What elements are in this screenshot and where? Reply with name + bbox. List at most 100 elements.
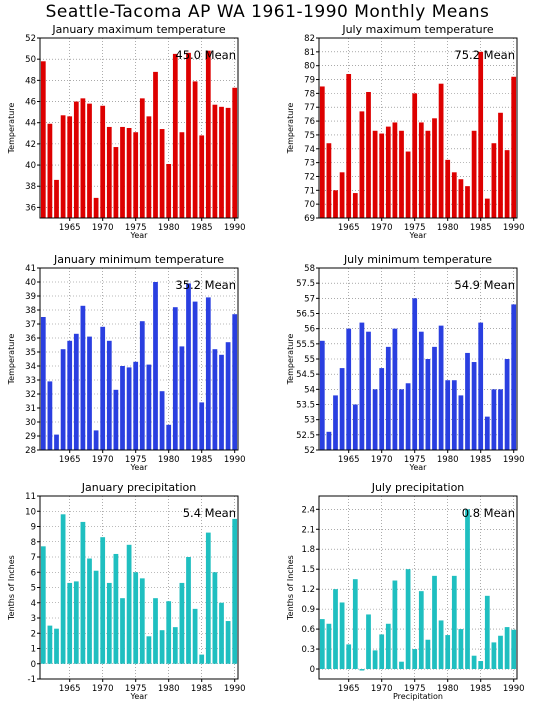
chart-4-bar-1964: [339, 368, 345, 450]
chart-1-bar-1964: [60, 115, 66, 218]
chart-3-bar-1966: [73, 333, 79, 450]
chart-2-bar-1964: [339, 172, 345, 218]
chart-1-x-tick-label: 1980: [158, 223, 180, 233]
chart-2-y-tick-label: 71: [304, 186, 315, 196]
chart-2-y-tick-label: 77: [304, 103, 315, 113]
chart-4-bar-1981: [451, 380, 457, 450]
chart-4-bar-1983: [465, 352, 470, 450]
chart-1-bar-1976: [139, 98, 145, 218]
chart-1-bar-1967: [80, 98, 86, 218]
chart-1-bar-1971: [106, 126, 112, 218]
chart-3-bar-1984: [192, 301, 198, 450]
chart-6-bar-1967: [359, 669, 365, 671]
chart-5-x-tick-label: 1985: [191, 684, 213, 694]
chart-5-bar-1964: [60, 514, 66, 664]
chart-3-bar-1961: [40, 317, 46, 450]
chart-2-bar-1984: [471, 130, 477, 218]
chart-1-y-tick-label: 46: [25, 98, 36, 108]
chart-5-bar-1981: [172, 627, 178, 664]
chart-2-bar-1971: [385, 126, 391, 218]
chart-6-y-tick-label: 0.6: [301, 625, 315, 635]
chart-6-y-tick-label: 1.2: [301, 585, 315, 595]
chart-3-bar-1988: [219, 354, 224, 450]
chart-1-x-tick-label: 1990: [224, 223, 246, 233]
chart-1-bar-1970: [100, 105, 106, 218]
chart-2-bar-1962: [326, 143, 332, 218]
chart-2-y-tick-label: 72: [304, 172, 315, 182]
chart-6-x-axis-label: Precipitation: [393, 692, 443, 701]
chart-2-bar-1974: [405, 151, 411, 218]
chart-3-bar-1981: [172, 307, 178, 450]
chart-2-bar-1961: [319, 86, 325, 218]
chart-1-y-tick-label: 38: [25, 182, 36, 192]
chart-6-x-tick-label: 1965: [338, 684, 360, 694]
chart-4-bar-1972: [392, 328, 398, 450]
chart-6-bar-1965: [346, 644, 352, 670]
chart-5-bar-1974: [126, 544, 132, 664]
chart-4-bar-1984: [471, 362, 477, 450]
chart-4-bar-1968: [366, 331, 371, 450]
chart-3-bar-1986: [205, 297, 211, 450]
chart-4-bar-1975: [412, 298, 418, 450]
chart-1-bar-1973: [120, 126, 125, 218]
chart-5-bar-1967: [80, 521, 86, 664]
chart-2-bar-1990: [511, 76, 517, 219]
chart-6-bar-1977: [425, 639, 431, 670]
chart-3-bar-1976: [139, 321, 145, 450]
chart-2-bar-1972: [392, 122, 398, 218]
chart-2-mean-annotation: 75.2 Mean: [454, 48, 515, 62]
chart-3-x-axis-label: Year: [130, 463, 149, 472]
chart-3-bar-1977: [146, 364, 152, 450]
chart-6-bar-1985: [478, 661, 484, 670]
chart-5-title: January precipitation: [81, 481, 197, 494]
chart-3-bar-1979: [159, 391, 165, 450]
chart-1-y-tick-label: 44: [25, 119, 36, 129]
chart-4-y-tick-label: 54: [304, 385, 315, 395]
chart-4-y-tick-label: 53: [304, 416, 315, 426]
chart-6-bar-1961: [319, 619, 325, 670]
chart-6-x-tick-label: 1980: [437, 684, 459, 694]
chart-1-bar-1968: [87, 103, 92, 218]
chart-1-y-tick-label: 40: [25, 161, 36, 171]
chart-3-bar-1969: [93, 430, 99, 450]
chart-3-y-tick-label: 31: [25, 404, 36, 414]
chart-5-x-tick-label: 1990: [224, 684, 246, 694]
chart-1-bar-1981: [172, 53, 178, 218]
chart-2-y-tick-label: 70: [304, 200, 315, 210]
chart-1-bar-1979: [159, 129, 165, 218]
chart-6-bar-1971: [385, 623, 391, 670]
chart-1-bar-1987: [212, 104, 218, 218]
chart-2-bar-1978: [432, 118, 437, 218]
chart-6-bar-1990: [511, 629, 517, 670]
chart-3-x-tick-label: 1965: [59, 455, 81, 465]
chart-4-bar-1979: [438, 325, 444, 450]
chart-1-y-axis-label: Temperature: [7, 103, 16, 155]
chart-5-bar-1973: [120, 598, 125, 664]
chart-5-y-tick-label: 7: [31, 553, 36, 563]
chart-3-y-tick-label: 41: [25, 264, 36, 274]
chart-2-bar-1987: [491, 143, 497, 218]
chart-5-y-tick-label: 11: [25, 492, 36, 502]
chart-3-title: January minimum temperature: [53, 253, 224, 266]
chart-3-y-tick-label: 38: [25, 306, 36, 316]
chart-4-mean-annotation: 54.9 Mean: [454, 278, 515, 292]
chart-4-title: July minimum temperature: [343, 253, 492, 266]
chart-6-y-tick-label: 0.9: [301, 605, 315, 615]
chart-2-bar-1982: [458, 179, 464, 218]
chart-4-bar-1980: [445, 380, 451, 450]
chart-2-bar-1983: [465, 186, 470, 218]
chart-5-bar-1969: [93, 570, 99, 664]
chart-3-bar-1967: [80, 305, 86, 450]
chart-4-bar-1963: [333, 395, 338, 450]
chart-4-x-tick-label: 1990: [503, 455, 525, 465]
chart-1-x-tick-label: 1975: [125, 223, 147, 233]
chart-3-y-tick-label: 37: [25, 320, 36, 330]
chart-5-y-tick-label: 2: [31, 629, 36, 639]
chart-2-y-tick-label: 76: [304, 117, 315, 127]
chart-1-bar-1961: [40, 61, 46, 219]
chart-3-y-tick-label: 39: [25, 292, 36, 302]
chart-4-bar-1971: [385, 346, 391, 450]
chart-5-bar-1990: [232, 518, 238, 664]
chart-1-bar-1963: [54, 179, 59, 218]
